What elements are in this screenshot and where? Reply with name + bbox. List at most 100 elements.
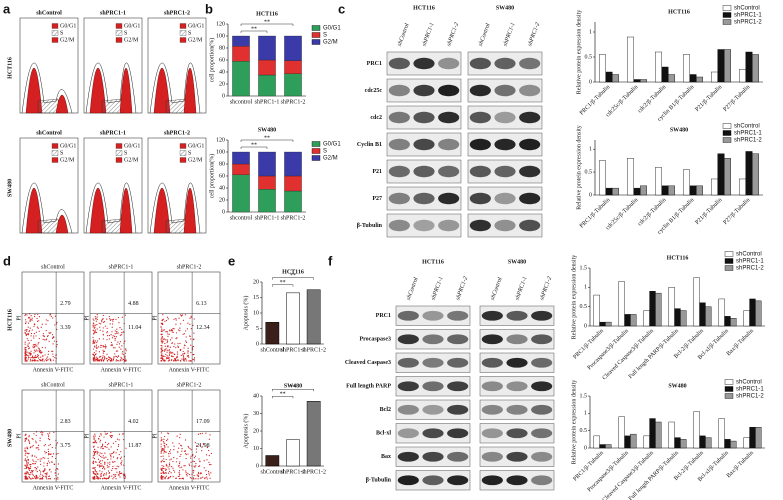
event-dot <box>163 438 165 441</box>
significance-label: ** <box>251 142 257 148</box>
event-dot <box>40 351 42 353</box>
event-dot <box>31 446 33 448</box>
event-dot <box>192 454 194 456</box>
event-dot <box>38 320 40 322</box>
event-dot <box>34 360 36 362</box>
event-dot <box>28 353 30 355</box>
event-dot <box>193 332 195 334</box>
event-dot <box>28 469 31 471</box>
event-dot <box>27 334 30 336</box>
event-dot <box>106 339 108 341</box>
blot-band <box>531 404 553 415</box>
event-dot <box>171 329 173 332</box>
event-dot <box>165 472 167 474</box>
event-dot <box>48 436 50 438</box>
event-dot <box>106 464 108 466</box>
event-dot <box>179 433 181 435</box>
event-dot <box>113 476 115 478</box>
blot-band <box>413 57 435 70</box>
chart-title: SW480 <box>668 383 686 389</box>
blot-band <box>519 219 541 232</box>
event-dot <box>93 435 95 437</box>
event-dot <box>196 445 198 447</box>
event-dot <box>25 360 27 362</box>
event-dot <box>192 339 195 341</box>
event-dot <box>94 478 96 480</box>
event-dot <box>43 475 45 478</box>
event-dot <box>25 459 27 461</box>
event-dot <box>111 344 113 347</box>
event-dot <box>24 358 26 360</box>
blot-band <box>388 192 410 205</box>
protein-label: Bax <box>381 454 391 460</box>
significance-label: ** <box>264 19 270 25</box>
event-dot <box>176 435 178 437</box>
event-dot <box>160 469 163 471</box>
event-dot <box>119 359 122 361</box>
event-dot <box>172 442 174 444</box>
event-dot <box>118 360 120 362</box>
event-dot <box>33 344 35 346</box>
legend-swatch <box>722 130 732 136</box>
event-dot <box>99 359 101 362</box>
bar <box>668 74 675 83</box>
event-dot <box>25 334 27 337</box>
blot-band <box>413 165 435 178</box>
event-dot <box>94 451 96 453</box>
event-dot <box>98 438 100 440</box>
event-dot <box>41 434 43 436</box>
plot-frame <box>21 389 85 483</box>
event-dot <box>35 335 37 337</box>
event-dot <box>175 337 177 340</box>
event-dot <box>118 322 120 324</box>
event-dot <box>160 337 163 339</box>
event-dot <box>185 336 187 338</box>
event-dot <box>185 470 187 472</box>
event-dot <box>35 476 38 478</box>
bar <box>693 411 700 449</box>
legend-label: G0/G1 <box>60 23 76 29</box>
event-dot <box>101 456 103 458</box>
event-dot <box>161 347 163 349</box>
event-dot <box>109 357 111 359</box>
event-dot <box>120 360 122 362</box>
event-dot <box>93 358 95 360</box>
event-dot <box>98 338 101 340</box>
event-dot <box>118 355 120 357</box>
event-dot <box>96 318 98 321</box>
event-dot <box>209 477 211 479</box>
event-dot <box>34 455 36 457</box>
event-dot <box>37 313 39 316</box>
event-dot <box>100 344 102 347</box>
y-axis-label: Relative protein expression density <box>571 380 577 464</box>
event-dot <box>93 339 95 342</box>
event-dot <box>38 337 40 340</box>
event-dot <box>160 451 162 453</box>
event-dot <box>35 456 37 458</box>
event-dot <box>41 476 44 478</box>
event-dot <box>100 434 102 436</box>
event-dot <box>111 331 113 333</box>
event-dot <box>25 452 27 454</box>
event-dot <box>168 349 170 351</box>
bar-segment <box>258 189 276 213</box>
event-dot <box>50 453 52 456</box>
event-dot <box>119 327 121 329</box>
event-dot <box>94 329 97 331</box>
event-dot <box>175 323 177 325</box>
legend-swatch <box>179 23 187 29</box>
legend-swatch <box>51 150 59 156</box>
event-dot <box>161 459 163 462</box>
event-dot <box>108 466 110 468</box>
event-dot <box>177 345 179 347</box>
event-dot <box>54 472 56 474</box>
event-dot <box>47 448 49 450</box>
event-dot <box>34 354 37 356</box>
event-dot <box>37 444 40 446</box>
event-dot <box>31 329 33 331</box>
event-dot <box>104 433 107 435</box>
event-dot <box>28 476 30 478</box>
bar <box>674 437 681 449</box>
significance-label: ** <box>264 135 270 141</box>
event-dot <box>34 345 36 348</box>
